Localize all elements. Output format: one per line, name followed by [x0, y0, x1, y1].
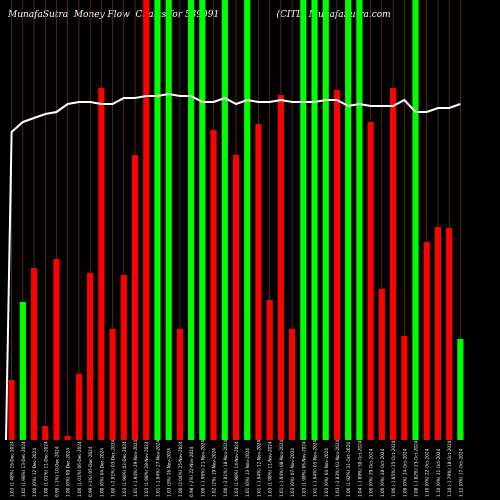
- bar: [176, 329, 183, 440]
- bar: [389, 88, 397, 440]
- bar: [356, 0, 363, 440]
- bar: [8, 380, 15, 440]
- bar: [75, 374, 83, 440]
- bar: [98, 88, 105, 440]
- bar: [300, 0, 307, 440]
- x-tick-label: 1.01 (-1.94%) 05-Nov-2024: [313, 440, 318, 497]
- x-tick-label: 1.04 (-1.89%) 30-Oct-2024: [357, 440, 362, 497]
- bar: [255, 124, 262, 440]
- bar: [221, 0, 228, 440]
- bar: [333, 90, 341, 440]
- bar: [109, 329, 116, 440]
- bar: [277, 95, 284, 440]
- x-tick-label: 1.00 (-1.96%) 21-Nov-2024: [200, 440, 205, 497]
- x-tick-label: 1.06 (0%) 28-Oct-2024: [380, 448, 385, 497]
- bar: [30, 268, 38, 440]
- x-tick-label: 1.03 (0%) 07-Nov-2024: [290, 448, 295, 497]
- x-tick-label: 1.01 (-1.94%) 12-Nov-2024: [256, 440, 261, 497]
- bar: [434, 227, 442, 440]
- bar: [266, 300, 273, 440]
- bar: [322, 0, 329, 440]
- bar: [423, 242, 430, 440]
- bar: [345, 0, 352, 440]
- x-tick-label: 1.02 (1.98%) 13-Dec-2024: [21, 441, 26, 497]
- x-tick-label: 1.03 (1.98%) 11-Nov-2024: [268, 441, 273, 497]
- bar: [412, 0, 419, 440]
- x-tick-label: 1.00 (0%) 09-Dec-2024: [66, 448, 71, 497]
- x-tick-label: 1.01 (-1.94%) 29-Nov-2024: [133, 440, 138, 497]
- x-tick-label: 1.06 (0%) 29-Oct-2024: [369, 448, 374, 497]
- x-tick-label: 1.06 (1.92%) 31-Oct-2024: [346, 442, 351, 497]
- x-tick-label: 1.06 (-1.85%) 25-Oct-2024: [391, 440, 396, 497]
- x-tick-label: 1.10 (0%) 21-Oct-2024: [436, 448, 441, 497]
- x-tick-label: 1.03 (1.98%) 14-Nov-2024: [234, 441, 239, 497]
- x-tick-label: 1.03 (0%) 04-Nov-2024: [324, 448, 329, 497]
- x-tick-label: 0.98 (-2%) 22-Nov-2024: [189, 446, 194, 497]
- bar: [19, 302, 26, 440]
- bar: [87, 273, 94, 440]
- bar: [154, 0, 161, 440]
- x-tick-label: 1.00 (2.04%) 25-Nov-2024: [178, 441, 183, 497]
- x-tick-label: 0.99 (-1%) 05-Dec-2024: [88, 446, 93, 497]
- bar: [244, 0, 251, 440]
- x-tick-label: 1.00 (1.01%) 11-Dec-2024: [43, 441, 48, 497]
- x-tick-label: 1.00 (-2.91%) 03-Dec-2024: [111, 439, 116, 497]
- x-tick-label: 1.00 (1.01%) 06-Dec-2024: [77, 441, 82, 497]
- x-tick-label: 1.03 (-2.83%) 01-Nov-2024: [335, 440, 340, 497]
- x-tick-label: 1.03 (1.98%) 02-Dec-2024: [122, 441, 127, 497]
- bar: [120, 275, 127, 440]
- series-line: [5, 92, 461, 441]
- bar: [143, 0, 150, 440]
- bar: [401, 336, 408, 440]
- x-tick-label: 1.03 (1.98%) 06-Nov-2024: [301, 441, 306, 497]
- bar: [232, 155, 240, 440]
- bar: [446, 228, 453, 440]
- x-tick-label: 1.08 (-1.82%) 23-Oct-2024: [414, 440, 419, 497]
- bar: [165, 0, 172, 440]
- x-tick-label: 1.02 (2%) 19-Nov-2024: [212, 448, 217, 497]
- x-tick-label: 1.01 (0%) 13-Nov-2024: [245, 448, 250, 497]
- x-tick-label: 1.03 (1.48%) 16-Dec-2024: [10, 441, 15, 497]
- bar: [289, 329, 296, 440]
- bar: [53, 259, 60, 440]
- x-tick-label: 1.00 (0%) 12-Dec-2024: [32, 448, 37, 497]
- bar: [131, 155, 139, 440]
- bar: [210, 130, 217, 440]
- bar: [64, 436, 71, 440]
- bar: [188, 0, 195, 440]
- x-tick-label: 1.00 (-2.91%) 18-Nov-2024: [223, 440, 228, 497]
- bar: [311, 0, 318, 440]
- bar: [378, 289, 385, 440]
- bar: [457, 339, 464, 440]
- bar: [42, 426, 49, 440]
- x-tick-label: 1.10 (-1.79%) 18-Oct-2024: [447, 440, 452, 497]
- x-tick-label: 1.10 (0%) 22-Oct-2024: [425, 448, 430, 497]
- x-tick-label: 1.01 (-1.94%) 27-Nov-2024: [155, 440, 160, 497]
- x-tick-label: 1.00 (0%) 04-Dec-2024: [99, 448, 104, 497]
- bar: [199, 0, 206, 440]
- x-tick-label: 1.01 (-1.94%) 08-Nov-2024: [279, 440, 284, 497]
- x-tick-label: 1.12 (0%) 17-Oct-2024: [458, 448, 463, 497]
- x-tick-label: 1.08 (0%) 24-Oct-2024: [402, 448, 407, 497]
- x-tick-label: 1.03 (3%) 26-Nov-2024: [167, 448, 172, 497]
- x-tick-label: 1.03 (1.98%) 28-Nov-2024: [144, 441, 149, 497]
- x-tick-label: 0.99 (-1%) 10-Dec-2024: [54, 446, 59, 497]
- bar: [367, 122, 374, 440]
